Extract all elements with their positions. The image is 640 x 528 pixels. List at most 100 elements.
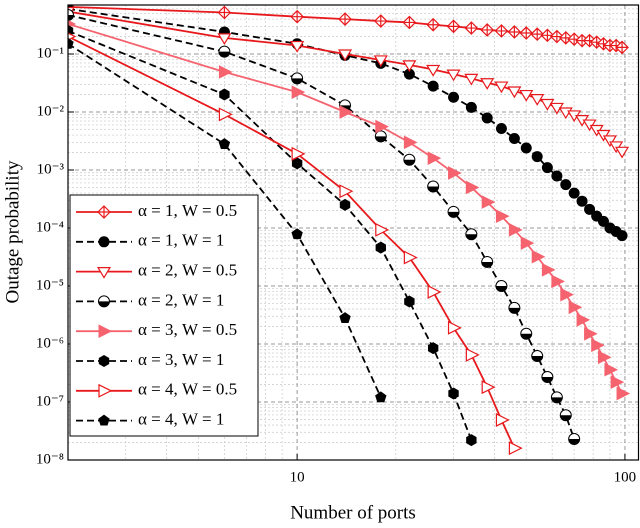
marker	[427, 180, 440, 193]
marker-shape	[520, 142, 532, 154]
marker	[339, 184, 354, 199]
marker-shape	[427, 284, 442, 299]
plot-area	[68, 5, 631, 456]
marker	[447, 320, 462, 335]
marker-shape	[576, 195, 588, 207]
marker	[550, 391, 563, 404]
marker-half	[531, 356, 543, 362]
marker-shape	[291, 157, 303, 170]
marker-shape	[591, 338, 605, 353]
marker	[614, 146, 630, 159]
marker-shape	[291, 85, 306, 99]
marker	[68, 9, 74, 22]
marker	[447, 205, 460, 218]
marker	[519, 26, 534, 40]
marker-shape	[610, 375, 625, 389]
marker-shape	[602, 135, 617, 148]
marker	[520, 142, 532, 154]
marker-shape	[531, 151, 543, 163]
marker-shape	[339, 105, 354, 119]
marker-shape	[507, 86, 522, 99]
marker-shape	[495, 412, 510, 427]
marker-shape	[427, 80, 439, 92]
marker-shape	[96, 267, 112, 279]
marker-half	[291, 78, 303, 84]
legend-label: α = 3, W = 1	[138, 350, 224, 369]
marker-shape	[403, 68, 415, 80]
marker-shape	[465, 347, 480, 362]
marker-shape	[494, 24, 509, 38]
marker	[559, 409, 572, 422]
marker-half	[520, 333, 532, 340]
marker	[218, 65, 233, 79]
marker-shape	[375, 241, 387, 254]
marker	[291, 146, 306, 161]
x-tick-label: 100	[614, 469, 637, 485]
marker	[519, 89, 534, 102]
marker-shape	[507, 25, 522, 39]
marker-shape	[508, 441, 523, 456]
marker-shape	[519, 26, 534, 40]
marker-shape	[219, 88, 230, 101]
marker-shape	[481, 380, 496, 395]
marker	[576, 195, 588, 207]
marker-shape	[465, 101, 477, 113]
marker-shape	[68, 37, 74, 49]
marker	[98, 324, 113, 339]
marker	[495, 209, 510, 223]
marker	[584, 326, 598, 341]
marker-shape	[291, 146, 306, 161]
marker	[427, 342, 439, 355]
marker	[375, 222, 390, 237]
marker	[597, 350, 612, 365]
marker	[291, 72, 304, 85]
marker-shape	[339, 184, 354, 199]
marker-shape	[508, 223, 523, 237]
marker-shape	[373, 14, 388, 28]
marker	[568, 433, 581, 446]
marker	[448, 387, 459, 400]
marker-shape	[402, 60, 417, 73]
legend-label: α = 1, W = 1	[138, 231, 224, 250]
marker	[290, 40, 305, 53]
marker-shape	[519, 89, 534, 102]
marker	[402, 60, 417, 73]
marker	[508, 223, 523, 237]
marker	[402, 15, 417, 30]
marker	[404, 295, 415, 308]
marker-half	[508, 307, 520, 314]
y-tick-label: 10⁻⁷	[36, 393, 64, 409]
marker-half	[403, 159, 415, 166]
marker	[339, 198, 351, 211]
marker	[551, 274, 565, 289]
marker-half	[495, 286, 507, 292]
marker	[291, 228, 303, 240]
marker	[616, 230, 628, 242]
marker-half	[551, 397, 563, 403]
marker	[427, 284, 442, 299]
marker-shape	[615, 40, 629, 55]
marker	[448, 91, 460, 103]
marker	[375, 119, 389, 134]
marker-shape	[480, 23, 495, 37]
marker	[610, 375, 625, 389]
marker-shape	[403, 250, 418, 265]
marker	[375, 391, 387, 403]
marker	[466, 434, 477, 447]
marker	[218, 45, 231, 58]
marker-shape	[530, 94, 545, 106]
legend-label: α = 3, W = 0.5	[138, 320, 237, 339]
marker	[520, 236, 535, 250]
marker	[541, 370, 554, 383]
x-tick-label: 10	[290, 469, 305, 485]
marker-shape	[576, 313, 591, 327]
marker	[584, 203, 596, 215]
marker	[508, 441, 523, 456]
marker	[540, 98, 555, 111]
marker-shape	[403, 135, 418, 150]
marker	[427, 80, 439, 92]
marker	[403, 135, 418, 150]
marker	[464, 21, 479, 35]
marker	[403, 68, 415, 80]
